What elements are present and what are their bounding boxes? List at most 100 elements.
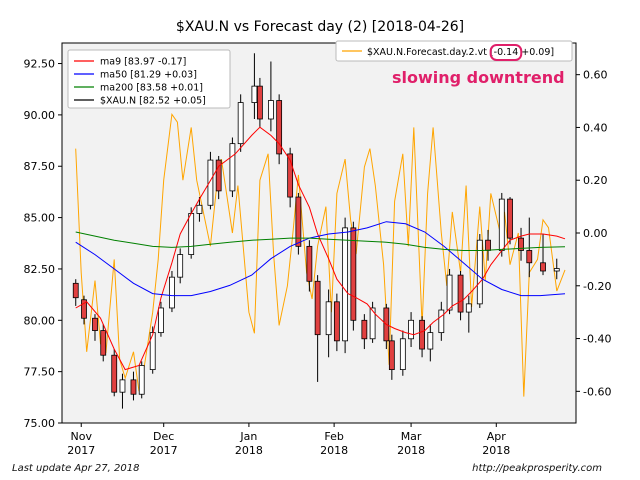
candle-body-up — [138, 365, 145, 395]
series-line-ma9 — [75, 126, 566, 371]
candle — [306, 240, 313, 292]
candle-body-down — [485, 239, 491, 251]
candle — [518, 227, 524, 261]
x-tick-year: 2018 — [397, 444, 425, 457]
candle — [177, 248, 184, 284]
candle — [287, 147, 294, 208]
right-axis: -0.60 -0.40 -0.20 0.00 0.20 0.40 0.60 — [576, 69, 611, 398]
left-tick-label: 92.50 — [24, 58, 56, 71]
candle — [295, 192, 302, 255]
candle — [130, 371, 137, 401]
candle — [215, 155, 222, 200]
candle — [229, 137, 236, 198]
candle-body-down — [350, 227, 357, 321]
candle-body-up — [237, 102, 244, 145]
candle — [314, 275, 321, 382]
candle-body-down — [130, 379, 137, 395]
candle — [540, 234, 546, 276]
candle-body-up — [158, 307, 164, 334]
legend-right: $XAU.N.Forecast.day.2.vt [-0.14 +0.09] — [335, 40, 573, 62]
candle-body-down — [419, 319, 425, 350]
candle-body-up — [196, 204, 203, 214]
candle — [188, 207, 195, 259]
plot-clip-group — [72, 53, 566, 409]
candle — [361, 314, 368, 350]
x-tick-month: Apr — [487, 430, 507, 443]
candle — [100, 324, 107, 362]
right-tick-label: 0.00 — [583, 227, 608, 240]
candle — [81, 295, 87, 325]
legend-forecast-value: -0.14 — [494, 47, 519, 58]
candle — [237, 94, 244, 152]
candle-body-down — [72, 282, 79, 299]
x-tick-year: 2018 — [320, 444, 348, 457]
left-axis: 75.00 77.50 80.00 82.50 85.00 87.50 90.00 92.50 — [24, 58, 62, 430]
annotation-slowing-downtrend: slowing downtrend — [392, 68, 565, 87]
candle — [158, 301, 164, 337]
legend-left-box — [67, 49, 231, 109]
candle — [457, 271, 464, 321]
candle-body-up — [188, 213, 195, 255]
candle — [507, 197, 513, 245]
left-tick-label: 87.50 — [24, 160, 56, 173]
candle-body-down — [287, 153, 294, 198]
candle — [388, 334, 395, 380]
candle-body-up — [553, 268, 560, 272]
candle — [498, 192, 505, 257]
candle-body-down — [295, 196, 302, 247]
candle — [111, 349, 118, 397]
candle-body-down — [361, 319, 368, 340]
x-tick-month: Dec — [153, 430, 174, 443]
candle-body-down — [111, 354, 118, 393]
candle — [399, 330, 406, 376]
candle-body-down — [518, 237, 524, 251]
legend-label: ma50 [81.29 +0.03] — [100, 70, 197, 81]
left-tick-label: 75.00 — [24, 417, 56, 430]
candle-body-up — [229, 143, 236, 192]
x-tick-year: 2017 — [67, 444, 95, 457]
candle-body-up — [427, 332, 434, 350]
candle — [427, 324, 434, 362]
candle — [251, 53, 258, 119]
candle-body-up — [177, 254, 184, 278]
footer-last-update: Last update Apr 27, 2018 — [12, 463, 140, 474]
series-line-ma50 — [75, 221, 566, 297]
footer-source-link[interactable]: http://peakprosperity.com — [472, 463, 602, 474]
candle-body-down — [540, 262, 546, 272]
plot-layer — [72, 53, 566, 409]
candle-body-up — [399, 338, 406, 370]
x-tick-month: Nov — [71, 430, 93, 443]
x-axis: Nov2017Dec2017Jan2018Feb2018Mar2018Apr20… — [67, 423, 510, 457]
candle — [257, 77, 263, 128]
candle-body-down — [81, 299, 87, 319]
legend-forecast-label: $XAU.N.Forecast.day.2.vt [-0.14 +0.09] — [367, 47, 554, 58]
candle-body-up — [251, 85, 258, 103]
legend-forecast-suffix: +0.09] — [518, 47, 554, 58]
right-tick-label: 0.40 — [583, 121, 608, 134]
candle-body-up — [446, 274, 453, 311]
candle-body-up — [438, 309, 445, 334]
candle-body-down — [457, 274, 464, 313]
candle-body-up — [325, 301, 332, 336]
left-tick-label: 77.50 — [24, 366, 56, 379]
candle-body-down — [526, 250, 533, 264]
candle — [138, 361, 145, 399]
candle — [446, 268, 453, 315]
candle — [526, 217, 533, 278]
candle-body-down — [388, 340, 395, 370]
series-line-ma200 — [75, 231, 566, 251]
candle — [553, 258, 560, 280]
candle — [325, 289, 332, 358]
legend-label: ma200 [83.58 +0.01] — [100, 83, 203, 94]
candle — [350, 221, 357, 331]
legend-label: ma9 [83.97 -0.17] — [100, 57, 186, 68]
candle — [438, 301, 445, 341]
legend-label: $XAU.N [82.52 +0.05] — [100, 96, 206, 107]
candle — [276, 94, 283, 165]
x-tick-year: 2018 — [235, 444, 263, 457]
candle-body-up — [342, 227, 349, 342]
candle-body-down — [333, 301, 340, 342]
candle-body-down — [306, 245, 313, 282]
candle — [333, 293, 340, 352]
